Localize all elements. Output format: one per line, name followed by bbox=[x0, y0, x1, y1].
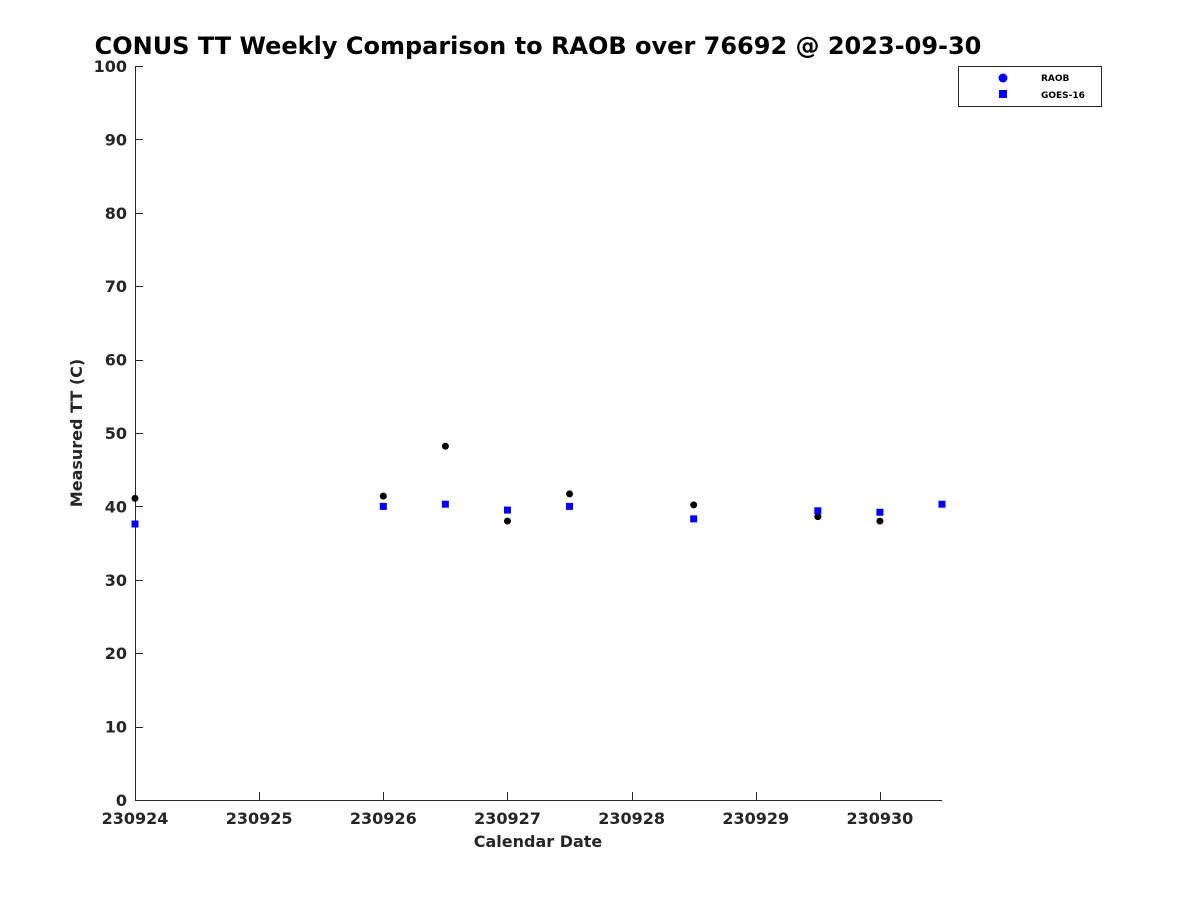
legend-box bbox=[958, 66, 1102, 107]
y-tick-label: 10 bbox=[105, 718, 127, 737]
data-point bbox=[441, 500, 449, 508]
data-point bbox=[566, 490, 574, 498]
data-point bbox=[938, 500, 946, 508]
data-point bbox=[441, 442, 449, 450]
y-tick-label: 60 bbox=[105, 351, 127, 370]
data-point bbox=[876, 508, 884, 516]
x-tick-label: 230928 bbox=[598, 809, 665, 828]
y-tick-label: 80 bbox=[105, 204, 127, 223]
y-ticks: 0 10 20 30 40 50 60 70 80 90 100 bbox=[94, 57, 143, 810]
data-point bbox=[690, 501, 698, 509]
x-tick-label: 230927 bbox=[474, 809, 541, 828]
data-point bbox=[131, 494, 139, 502]
y-tick-label: 40 bbox=[105, 497, 127, 516]
y-tick-label: 100 bbox=[94, 57, 127, 76]
data-point bbox=[814, 513, 822, 521]
y-tick-label: 70 bbox=[105, 277, 127, 296]
series-raob bbox=[131, 442, 884, 525]
x-axis-label: Calendar Date bbox=[474, 832, 603, 851]
data-point bbox=[503, 517, 511, 525]
data-point bbox=[379, 502, 387, 510]
series-layer bbox=[131, 442, 946, 528]
data-point bbox=[690, 515, 698, 523]
legend-raob-label: RAOB bbox=[1041, 74, 1070, 84]
data-point bbox=[503, 506, 511, 514]
legend-goes16-label: GOES-16 bbox=[1041, 91, 1085, 101]
y-tick-label: 20 bbox=[105, 644, 127, 663]
chart-title: CONUS TT Weekly Comparison to RAOB over … bbox=[95, 32, 982, 60]
x-tick-label: 230925 bbox=[226, 809, 293, 828]
plot-area bbox=[135, 66, 942, 801]
y-tick-label: 90 bbox=[105, 130, 127, 149]
y-tick-label: 50 bbox=[105, 424, 127, 443]
y-tick-label: 30 bbox=[105, 571, 127, 590]
data-point bbox=[876, 517, 884, 525]
x-tick-label: 230926 bbox=[350, 809, 417, 828]
legend: RAOB GOES-16 bbox=[958, 66, 1102, 107]
legend-raob-marker bbox=[998, 73, 1008, 83]
data-point bbox=[566, 502, 574, 510]
x-tick-label: 230929 bbox=[722, 809, 789, 828]
x-tick-label: 230924 bbox=[102, 809, 169, 828]
data-point bbox=[814, 507, 822, 515]
data-point bbox=[379, 492, 387, 500]
x-tick-label: 230930 bbox=[847, 809, 914, 828]
y-tick-label: 0 bbox=[116, 791, 127, 810]
data-point bbox=[131, 520, 139, 528]
y-axis-label: Measured TT (C) bbox=[67, 359, 86, 507]
legend-goes16-marker bbox=[999, 90, 1007, 98]
series-goes-16 bbox=[131, 500, 946, 528]
x-ticks: 230924 230925 230926 230927 230928 230929 2309… bbox=[102, 792, 914, 828]
